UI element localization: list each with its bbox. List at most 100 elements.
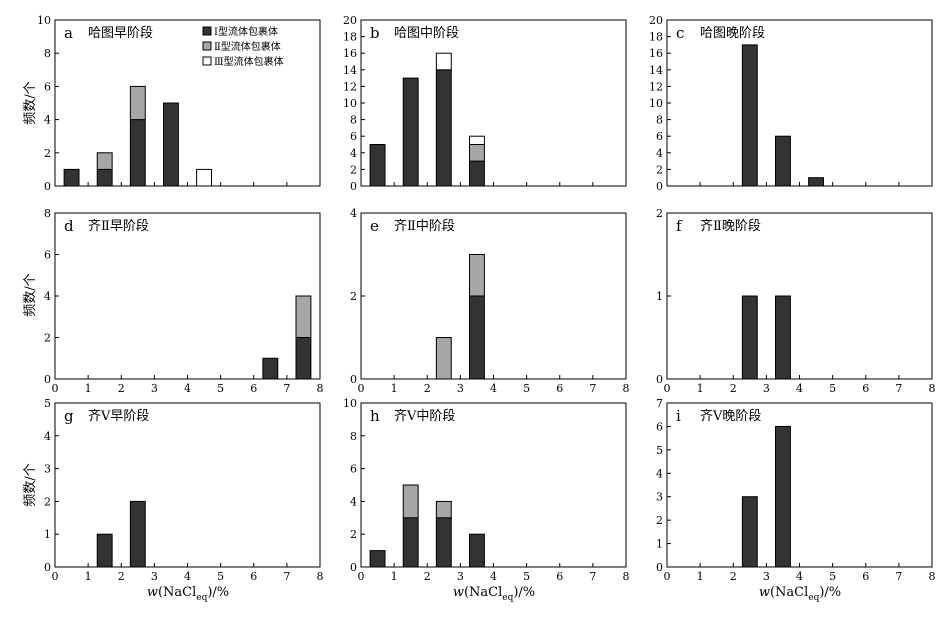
y-tick-label-e: 0 <box>350 373 357 386</box>
y-tick-label-b: 12 <box>343 80 357 93</box>
bar-b-x2.5-s1 <box>435 69 452 187</box>
x-tick-label-d: 4 <box>184 382 191 395</box>
plot-frame-d <box>54 212 321 380</box>
panel-title: 齐Ⅴ早阶段 <box>88 408 149 424</box>
y-tick-label-i: 7 <box>656 397 663 410</box>
y-tick-label-c: 2 <box>656 163 663 176</box>
x-tick-label-g: 3 <box>151 570 158 583</box>
legend-label-2: Ⅱ型流体包裹体 <box>214 40 281 53</box>
y-tick-label-f: 0 <box>656 373 663 386</box>
y-tick-label-b: 14 <box>343 64 357 77</box>
x-tick-label-i: 7 <box>895 570 902 583</box>
bar-d-x7.5-s2 <box>295 295 312 338</box>
x-tick-label-e: 7 <box>589 382 596 395</box>
legend-swatch-1 <box>202 26 212 36</box>
bar-f-x3.5-s1 <box>774 295 791 380</box>
x-axis-label-unit: )/% <box>819 585 841 600</box>
x-axis-label-chem: (NaCl <box>770 585 808 600</box>
x-axis-label-var: w <box>147 585 158 600</box>
x-tick-label-e: 2 <box>424 382 431 395</box>
y-tick-label-b: 2 <box>350 163 357 176</box>
y-tick-label-g: 3 <box>44 463 51 476</box>
panel-title: 齐Ⅴ晚阶段 <box>700 408 761 424</box>
x-tick-label-f: 6 <box>862 382 869 395</box>
x-tick-label-h: 6 <box>556 570 563 583</box>
bar-d-x6.5-s1 <box>262 357 279 380</box>
bar-a-x3.5-s1 <box>162 102 179 187</box>
panel-title: 哈图早阶段 <box>88 26 153 41</box>
y-tick-label-e: 4 <box>350 207 357 220</box>
y-tick-label-c: 4 <box>656 147 663 160</box>
bar-e-x3.5-s1 <box>468 295 485 380</box>
y-tick-label-d: 6 <box>44 249 51 262</box>
plot-frame-f <box>666 212 933 380</box>
bar-b-x0.5-s1 <box>369 144 386 187</box>
bar-h-x1.5-s1 <box>402 517 419 568</box>
x-tick-label-e: 3 <box>457 382 464 395</box>
bar-a-x2.5-s2 <box>129 85 146 121</box>
panel-b: 0 2 4 6 8 10 12 14 16 18 20 b 哈图中阶段 <box>343 14 627 193</box>
plot-frame-c <box>666 19 933 187</box>
y-tick-label-h: 2 <box>350 528 357 541</box>
panel-letter: b <box>370 24 380 42</box>
x-tick-label-e: 5 <box>523 382 530 395</box>
y-tick-label-b: 4 <box>350 147 357 160</box>
x-tick-label-h: 0 <box>358 570 365 583</box>
y-tick-label-i: 1 <box>656 538 663 551</box>
y-tick-label-c: 16 <box>649 47 663 60</box>
bar-b-x3.5-s2 <box>468 144 485 162</box>
x-tick-label-i: 5 <box>829 570 836 583</box>
x-tick-label-e: 0 <box>358 382 365 395</box>
x-tick-label-f: 4 <box>796 382 803 395</box>
panel-title: 齐Ⅴ中阶段 <box>394 408 455 424</box>
x-tick-label-h: 7 <box>589 570 596 583</box>
x-tick-label-i: 0 <box>664 570 671 583</box>
bar-g-x1.5-s1 <box>96 533 113 568</box>
x-tick-label-g: 5 <box>217 570 224 583</box>
y-tick-label-h: 8 <box>350 430 357 443</box>
x-tick-label-d: 6 <box>250 382 257 395</box>
y-tick-label-e: 2 <box>350 290 357 303</box>
bar-b-x3.5-s1 <box>468 160 485 187</box>
x-tick-label-i: 6 <box>862 570 869 583</box>
panel-title: 哈图中阶段 <box>394 26 459 41</box>
x-axis-label-unit: )/% <box>207 585 229 600</box>
y-tick-label-a: 10 <box>37 14 51 27</box>
x-axis-label: w(NaCleq)/% <box>147 585 229 603</box>
y-tick-label-b: 16 <box>343 47 357 60</box>
plot-frame-b <box>360 19 627 187</box>
bar-h-x2.5-s1 <box>435 517 452 568</box>
y-tick-label-b: 18 <box>343 31 357 44</box>
y-tick-label-a: 8 <box>44 47 51 60</box>
bar-c-x2.5-s1 <box>741 44 758 187</box>
x-tick-label-f: 7 <box>895 382 902 395</box>
y-tick-label-c: 8 <box>656 114 663 127</box>
y-tick-label-h: 0 <box>350 561 357 574</box>
x-axis-label-var: w <box>453 585 464 600</box>
legend-swatch-3 <box>202 56 212 66</box>
y-tick-label-a: 2 <box>44 147 51 160</box>
panel-letter: h <box>370 407 380 425</box>
x-tick-label-f: 8 <box>929 382 936 395</box>
x-tick-label-f: 1 <box>697 382 704 395</box>
bar-a-x2.5-s1 <box>129 119 146 187</box>
x-tick-label-i: 3 <box>763 570 770 583</box>
x-axis-label-var: w <box>759 585 770 600</box>
y-tick-label-c: 18 <box>649 31 663 44</box>
y-tick-label-b: 10 <box>343 97 357 110</box>
x-tick-label-e: 8 <box>623 382 630 395</box>
panel-title: 齐Ⅱ早阶段 <box>88 218 149 234</box>
y-tick-label-f: 1 <box>656 290 663 303</box>
bar-i-x2.5-s1 <box>741 496 758 568</box>
y-tick-label-g: 2 <box>44 495 51 508</box>
x-tick-label-h: 3 <box>457 570 464 583</box>
bar-i-x3.5-s1 <box>774 425 791 568</box>
y-tick-label-i: 4 <box>656 467 663 480</box>
bar-a-x0.5-s1 <box>63 168 80 187</box>
y-tick-label-a: 4 <box>44 114 51 127</box>
y-tick-label-i: 2 <box>656 514 663 527</box>
plot-frame-g <box>54 402 321 568</box>
y-tick-label-c: 20 <box>649 14 663 27</box>
y-tick-label-c: 0 <box>656 180 663 193</box>
